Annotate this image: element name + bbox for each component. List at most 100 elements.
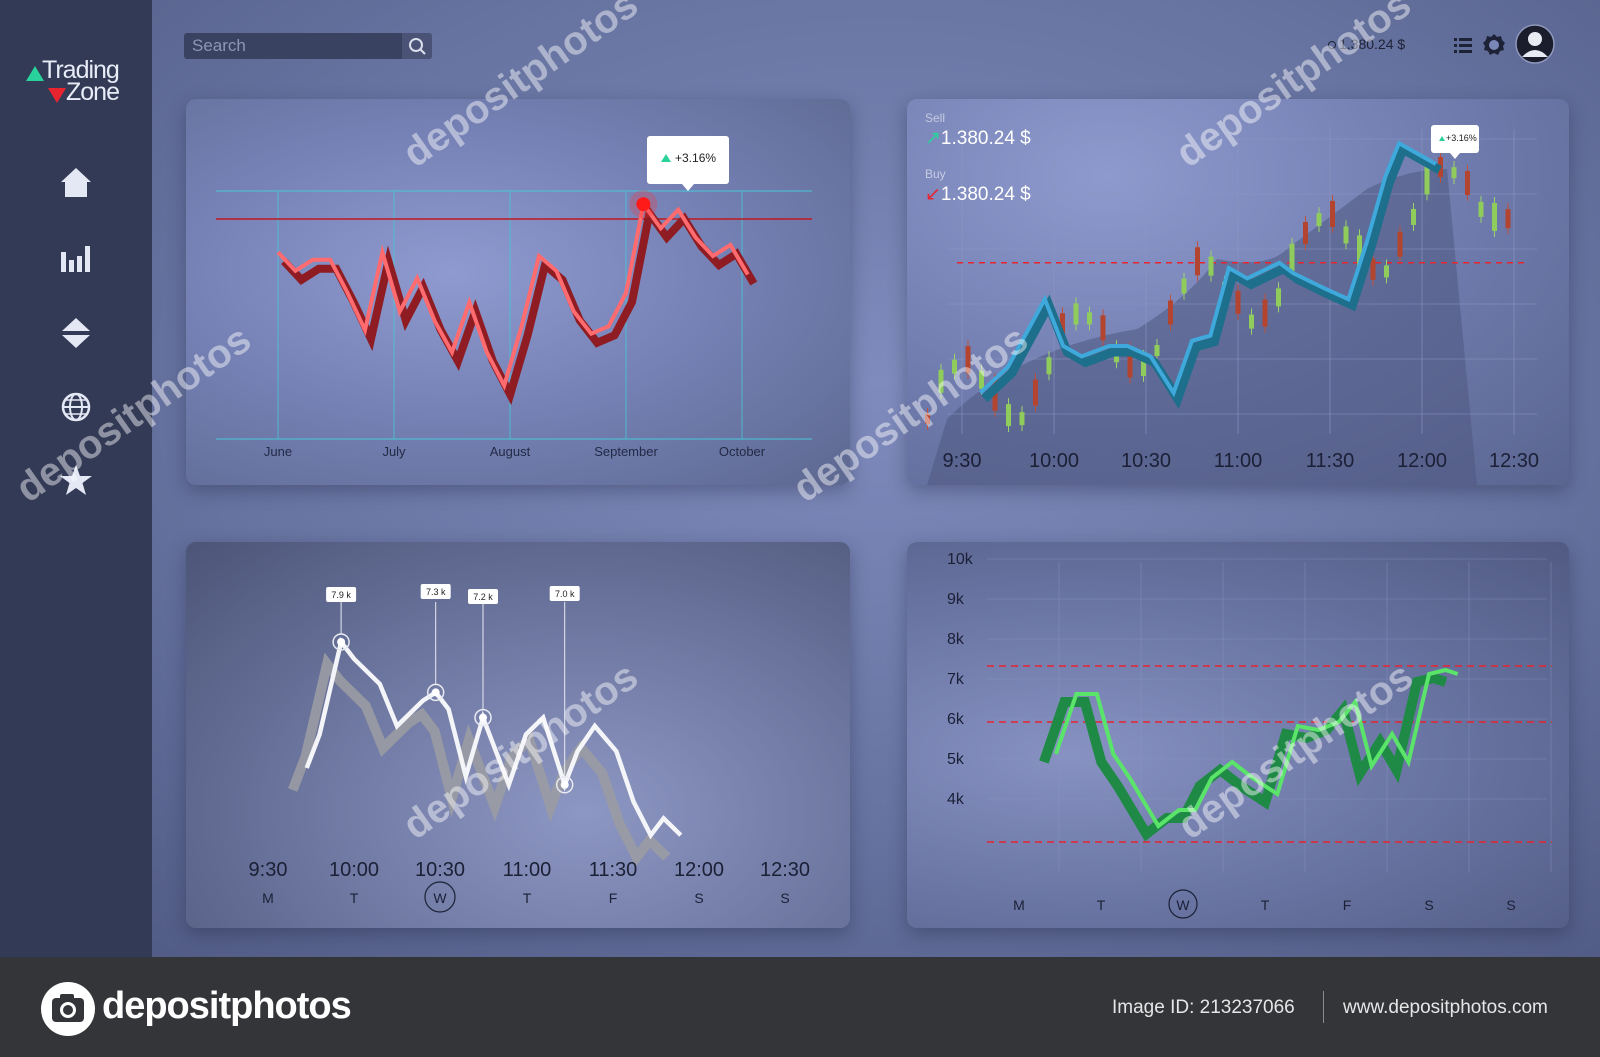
sidebar-item-favorites[interactable] (55, 460, 97, 502)
monthly-chart: June July August September October (216, 190, 812, 459)
candle-body (979, 370, 984, 389)
star-icon (60, 465, 92, 495)
candle-body (1465, 170, 1470, 195)
buy-label: Buy (925, 167, 946, 181)
menu-button[interactable] (1452, 34, 1474, 61)
day-label: S (694, 890, 703, 906)
day-label: M (262, 890, 274, 906)
x-tick-label: S (1506, 897, 1515, 913)
data-label: 7.3 k (426, 587, 446, 597)
globe-icon (61, 392, 91, 422)
candle-body (965, 346, 971, 374)
candle-body (1397, 231, 1403, 257)
candle-body (1019, 412, 1025, 426)
candle-body (938, 369, 944, 393)
candle-body (1181, 278, 1187, 294)
buy-row: ↙1.380.24 $ (925, 183, 1031, 206)
y-tick-label: 5k (947, 751, 965, 768)
footer-bar: depositphotos Image ID: 213237066 www.de… (0, 957, 1600, 1057)
data-label-box (326, 587, 357, 602)
x-tick-label: October (719, 444, 766, 459)
tooltip-value: +3.16% (675, 151, 717, 165)
camera-logo-icon (41, 982, 95, 1036)
x-tick-label: 11:00 (503, 859, 552, 881)
series-line (304, 636, 683, 840)
x-tick-label: T (1261, 897, 1270, 913)
up-down-arrows-icon (62, 318, 90, 348)
candle-body (1492, 203, 1497, 232)
sidebar-item-home[interactable] (55, 162, 97, 204)
candle-body (1141, 355, 1146, 376)
footer-brand[interactable]: depositphotos (40, 981, 352, 1036)
peak-point (636, 197, 651, 212)
day-label: T (523, 890, 532, 906)
y-tick-label: 9k (947, 591, 965, 608)
x-tick-label: 10:00 (329, 859, 379, 881)
data-point (431, 688, 440, 697)
app-window: Trading Zone (0, 0, 1600, 957)
x-tick-label: June (264, 444, 292, 459)
candle-body (1100, 315, 1106, 341)
candle-body (1357, 235, 1362, 266)
image-id: Image ID: 213237066 (1112, 997, 1295, 1018)
data-point (560, 780, 569, 789)
balance-value: 1.380.24 $ (1339, 36, 1406, 52)
balance-display: 1.380.24 $ (1328, 36, 1405, 52)
candle-body (1505, 209, 1511, 229)
bar-chart-icon (61, 246, 90, 272)
candle-body (1451, 167, 1457, 179)
data-point (479, 713, 487, 722)
x-tick-label: 12:00 (674, 859, 724, 881)
data-label-box (420, 584, 451, 599)
day-label: F (609, 890, 618, 906)
settings-button[interactable] (1480, 31, 1508, 64)
series-line (1054, 667, 1459, 829)
x-tick-label: 10:30 (1121, 450, 1171, 472)
data-label-box (549, 586, 580, 601)
sidebar: Trading Zone (0, 0, 152, 957)
search-icon (409, 38, 426, 55)
logo[interactable]: Trading Zone (26, 56, 136, 106)
site-url[interactable]: www.depositphotos.com (1343, 997, 1548, 1018)
x-tick-label: 11:30 (589, 859, 638, 881)
candle-body (1006, 404, 1011, 427)
candle-body (1168, 300, 1173, 325)
sidebar-item-globe[interactable] (55, 386, 97, 428)
weekly-volume-panel: 10k 9k 8k 7k 6k 5k 4k M T W T F S S (907, 542, 1569, 928)
series-line-shadow (981, 142, 1443, 410)
search-button[interactable] (402, 33, 432, 59)
search-input[interactable] (184, 33, 394, 59)
up-triangle-icon (1439, 136, 1445, 141)
sidebar-item-charts[interactable] (55, 238, 97, 280)
x-tick-label: W (1176, 897, 1190, 913)
x-tick-label: 11:00 (1214, 450, 1263, 472)
down-triangle-icon (48, 88, 66, 103)
candle-body (952, 359, 957, 374)
series-line (276, 199, 750, 391)
intraday-chart-panel: 9:30 10:00 10:30 11:00 11:30 12:00 12:30 Sell … (907, 99, 1569, 485)
weekly-line-chart: 7.9 k 7.3 k 7.2 k 7.0 k 9:30 10:00 10:30 11:00 1… (249, 584, 810, 913)
up-triangle-icon (661, 154, 671, 162)
tooltip-value: +3.16% (1446, 133, 1477, 143)
data-label: 7.0 k (555, 589, 575, 599)
avatar-icon (1515, 24, 1555, 64)
candle-body (1384, 265, 1389, 278)
coin-icon (1328, 41, 1336, 50)
gear-icon (1483, 34, 1505, 55)
candle-body (1276, 288, 1281, 307)
day-label: T (350, 890, 359, 906)
candle-body (1195, 247, 1200, 276)
day-highlight (1168, 889, 1198, 919)
y-tick-label: 6k (947, 711, 965, 728)
x-tick-label: T (1097, 897, 1106, 913)
candle-body (1411, 208, 1416, 225)
day-label: S (780, 890, 789, 906)
x-tick-label: August (490, 444, 531, 459)
sidebar-item-exchange[interactable] (55, 312, 97, 354)
user-avatar[interactable] (1515, 24, 1555, 69)
up-triangle-icon (26, 66, 44, 81)
x-tick-label: 9:30 (249, 859, 288, 881)
y-tick-label: 10k (947, 551, 974, 568)
sell-row: ↗1.380.24 $ (925, 127, 1031, 150)
data-point (337, 638, 346, 646)
